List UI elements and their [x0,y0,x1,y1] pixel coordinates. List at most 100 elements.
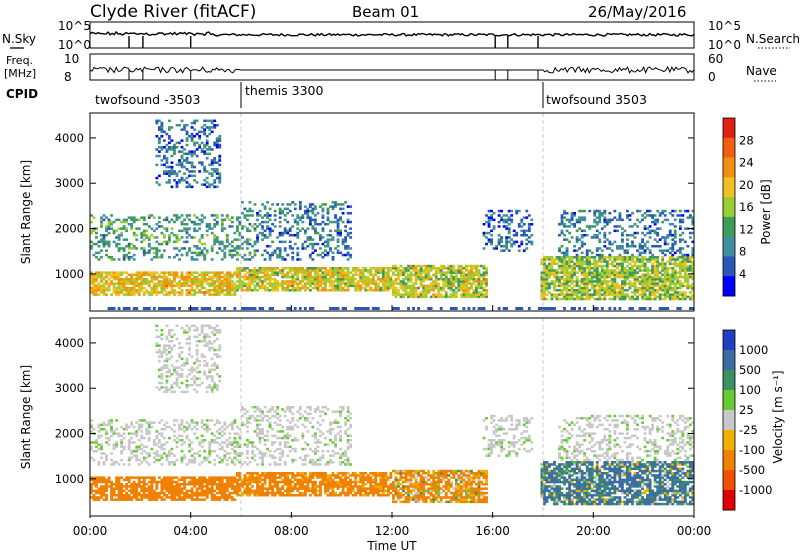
heatmap-cell [434,275,438,279]
heatmap-cell [344,253,347,257]
heatmap-cell [175,445,179,449]
heatmap-cell [125,291,129,294]
heatmap-cell [117,286,121,290]
heatmap-cell [168,436,171,440]
heatmap-cell [140,216,144,219]
heatmap-cell [185,425,189,429]
heatmap-cell [648,284,652,288]
heatmap-cell [147,280,151,283]
heatmap-cell [668,256,672,259]
heatmap-cell [671,273,675,277]
heatmap-cell [610,289,614,292]
heatmap-cell [394,280,398,283]
heatmap-cell [268,253,272,257]
heatmap-cell [621,260,624,263]
heatmap-cell [598,238,602,241]
heatmap-cell [419,282,423,285]
heatmap-cell [198,137,202,140]
heatmap-cell [638,242,642,246]
heatmap-cell [198,284,202,288]
heatmap-cell [173,496,176,499]
heatmap-cell [198,273,202,277]
heatmap-cell [452,278,456,281]
heatmap-cell [475,286,478,290]
heatmap-cell [173,275,176,279]
heatmap-cell [263,275,267,279]
heatmap-cell [120,483,124,486]
heatmap-cell [142,247,146,250]
heatmap-cell [125,256,129,259]
heatmap-cell [142,478,146,482]
heatmap-cell [653,269,657,272]
heatmap-cell [253,269,257,272]
heatmap-cell [570,273,574,277]
heatmap-cell [336,249,340,252]
heatmap-cell [215,293,219,296]
heatmap-cell [195,286,199,290]
heatmap-cell [195,251,199,255]
heatmap-cell [303,282,307,285]
heatmap-cell [683,260,687,263]
heatmap-cell [336,269,340,272]
heatmap-cell [570,256,574,259]
heatmap-cell [656,234,660,237]
heatmap-cell [286,267,290,270]
heatmap-cell [379,267,383,270]
heatmap-cell [349,253,353,257]
heatmap-cell [273,273,277,277]
heatmap-cell [605,218,609,222]
heatmap-cell [253,289,257,292]
heatmap-cell [578,264,582,268]
heatmap-cell [608,253,612,257]
heatmap-cell [155,289,159,292]
heatmap-cell [678,267,682,270]
heatmap-cell [583,229,587,233]
heatmap-cell [585,256,589,259]
heatmap-cell [386,273,390,277]
heatmap-cell [200,278,204,281]
heatmap-cell [135,284,139,288]
heatmap-cell [374,280,378,283]
heatmap-cell [580,264,584,268]
heatmap-cell [135,280,139,283]
heatmap-cell [296,278,300,281]
heatmap-cell [349,271,353,274]
heatmap-cell [190,384,194,387]
heatmap-cell [407,275,410,279]
heatmap-cell [331,286,335,290]
heatmap-cell [643,297,647,301]
heatmap-cell [543,291,546,294]
heatmap-cell [127,478,131,482]
heatmap-cell [449,264,453,268]
heatmap-cell [278,271,282,274]
heatmap-cell [344,275,347,279]
colorbar-swatch [723,137,735,159]
heatmap-cell [366,284,370,288]
heatmap-cell [424,289,428,292]
heatmap-cell [165,390,169,394]
heatmap-cell [351,267,355,270]
heatmap-cell [502,245,506,248]
heatmap-cell [175,275,179,279]
heatmap-cell [563,280,566,283]
heatmap-cell [301,278,305,281]
heatmap-cell [155,436,159,440]
heatmap-cell [168,119,171,123]
heatmap-cell [374,284,378,288]
heatmap-cell [681,295,685,299]
heatmap-cell [225,245,229,248]
heatmap-cell [583,307,587,310]
heatmap-cell [663,273,667,277]
heatmap-cell [462,289,466,292]
heatmap-cell [251,225,254,228]
heatmap-cell [618,273,622,277]
heatmap-cell [178,489,181,493]
heatmap-cell [115,445,118,449]
heatmap-cell [175,480,179,484]
heatmap-cell [170,185,174,189]
heatmap-cell [107,225,111,228]
heatmap-cell [286,273,290,277]
heatmap-cell [668,280,672,283]
heatmap-cell [142,271,146,274]
heatmap-cell [130,242,134,246]
